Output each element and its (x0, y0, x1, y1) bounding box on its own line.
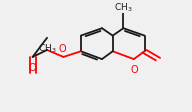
Text: CH$_3$: CH$_3$ (39, 42, 57, 54)
Text: CH$_3$: CH$_3$ (114, 1, 133, 13)
Text: O: O (59, 44, 66, 54)
Text: O: O (28, 62, 36, 72)
Text: O: O (131, 64, 138, 74)
